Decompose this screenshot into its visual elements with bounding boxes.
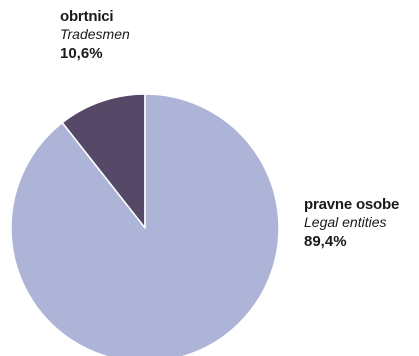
pie-slice-tradesmen [61,93,146,229]
slice-name-legal-entities: pravne osobe [304,196,400,213]
slice-percent-legal-entities: 89,4% [304,232,347,250]
slice-name-en-tradesmen: Tradesmen [60,26,130,42]
slice-label-legal-entities: pravne osobe Legal entities 89,4% [304,196,399,251]
slice-percent-tradesmen: 10,6% [60,44,103,62]
pie-slice-legal-entities [10,93,280,356]
pie-slices [10,93,280,356]
slice-name-en-legal-entities: Legal entities [304,214,387,230]
slice-label-tradesmen: obrtnici Tradesmen 10,6% [60,8,130,63]
slice-name-tradesmen: obrtnici [60,8,114,25]
